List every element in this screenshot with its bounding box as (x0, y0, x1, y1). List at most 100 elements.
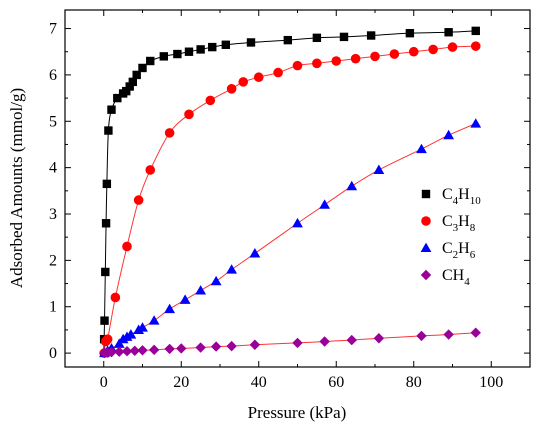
x-axis-ticks: 0 20 40 60 80 100 (64, 10, 531, 391)
x-tick-label: 100 (479, 374, 503, 391)
legend-label-part: 8 (470, 222, 476, 234)
data-point (339, 32, 349, 42)
data-point (164, 303, 176, 314)
data-point (370, 51, 380, 62)
data-point (208, 42, 217, 52)
series-c2h6 (99, 118, 482, 358)
data-point (179, 294, 191, 304)
data-point (132, 70, 141, 80)
data-point (346, 180, 358, 191)
legend-label-c4h10: C4H10 (442, 186, 481, 207)
data-point (312, 58, 322, 69)
x-tick-label: 60 (328, 374, 344, 391)
data-point (101, 219, 111, 228)
data-point (107, 105, 116, 114)
data-point (173, 49, 182, 59)
data-point (470, 41, 481, 51)
data-point (350, 53, 361, 64)
data-point (447, 42, 458, 52)
data-point (249, 248, 261, 258)
data-point (226, 264, 238, 274)
data-point (110, 292, 121, 303)
series-c3h8 (99, 41, 481, 358)
data-point (283, 35, 293, 45)
data-point (148, 315, 160, 325)
data-point (125, 82, 134, 91)
x-tick-label: 40 (251, 374, 267, 391)
data-point (319, 199, 331, 209)
data-point (114, 346, 125, 357)
data-point (346, 334, 357, 346)
legend-label-part: C (442, 213, 453, 230)
data-point (104, 126, 113, 135)
data-point (196, 45, 205, 54)
data-point (470, 118, 482, 128)
data-point (121, 346, 133, 357)
data-point (195, 342, 206, 353)
data-point (210, 341, 222, 352)
series-c4h10 (99, 26, 480, 344)
data-point (471, 26, 480, 36)
data-point (128, 77, 138, 87)
fit-line-c4h10 (103, 30, 476, 354)
legend-label-part: 2 (453, 249, 459, 261)
data-point (373, 164, 385, 175)
data-point (253, 72, 264, 83)
data-point (444, 28, 453, 37)
fit-line-c3h8 (103, 45, 476, 355)
data-point (184, 47, 194, 56)
data-point (102, 179, 112, 189)
data-point (416, 143, 427, 154)
y-tick-label: 3 (49, 206, 57, 223)
data-point (210, 275, 222, 286)
data-point (145, 165, 156, 175)
data-markers (99, 26, 482, 359)
y-tick-label: 1 (49, 299, 57, 316)
legend-label-part: C (442, 240, 453, 257)
data-point (159, 52, 169, 61)
data-point (125, 329, 137, 339)
legend-label-c2h6: C2H6 (442, 240, 476, 261)
data-point (273, 67, 283, 78)
legend-label-c3h8: C3H8 (442, 213, 476, 234)
legend-label-part: 4 (453, 195, 459, 207)
fit-line-c2h6 (103, 123, 476, 354)
legend-label-part: H (458, 186, 470, 203)
data-point (443, 129, 455, 140)
data-point (331, 56, 342, 66)
data-point (113, 93, 122, 103)
data-point (148, 344, 160, 356)
legend-label-part: 4 (464, 276, 470, 288)
data-point (133, 195, 144, 205)
data-point (226, 84, 237, 94)
data-point (319, 336, 330, 347)
x-tick-label: 80 (406, 374, 422, 391)
data-point (238, 77, 249, 87)
series-ch4 (99, 327, 481, 359)
data-point (221, 40, 231, 49)
y-axis-ticks: 0 1 2 3 4 5 6 7 (49, 21, 530, 362)
legend-label-part: H (458, 213, 470, 230)
data-point (122, 86, 131, 96)
data-point (205, 95, 216, 106)
data-point (443, 329, 454, 340)
y-tick-label: 2 (49, 252, 57, 269)
x-tick-label: 20 (173, 374, 189, 391)
x-axis-title: Pressure (kPa) (248, 403, 347, 422)
legend-label-part: H (458, 240, 470, 257)
data-point (373, 333, 385, 344)
data-point (292, 60, 303, 71)
data-point (416, 330, 427, 342)
data-point (146, 56, 155, 66)
data-point (292, 217, 303, 228)
y-tick-label: 4 (49, 160, 57, 177)
legend-marker-c2h6 (420, 242, 432, 253)
data-point (122, 241, 132, 252)
data-point (137, 322, 148, 332)
legend-label-part: C (442, 186, 453, 203)
legend-marker-ch4 (420, 269, 432, 281)
data-point (389, 49, 400, 59)
data-point (246, 38, 256, 47)
legend-label-part: 6 (470, 249, 476, 261)
